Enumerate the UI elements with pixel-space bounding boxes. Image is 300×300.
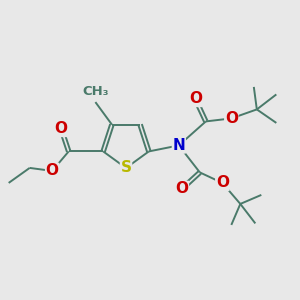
Text: O: O: [225, 111, 238, 126]
Text: N: N: [172, 138, 185, 153]
Text: S: S: [121, 160, 131, 175]
Text: O: O: [189, 92, 202, 106]
Text: O: O: [46, 164, 59, 178]
Text: O: O: [55, 122, 68, 136]
Text: O: O: [216, 176, 229, 190]
Text: O: O: [175, 182, 188, 196]
Text: CH₃: CH₃: [82, 85, 109, 98]
